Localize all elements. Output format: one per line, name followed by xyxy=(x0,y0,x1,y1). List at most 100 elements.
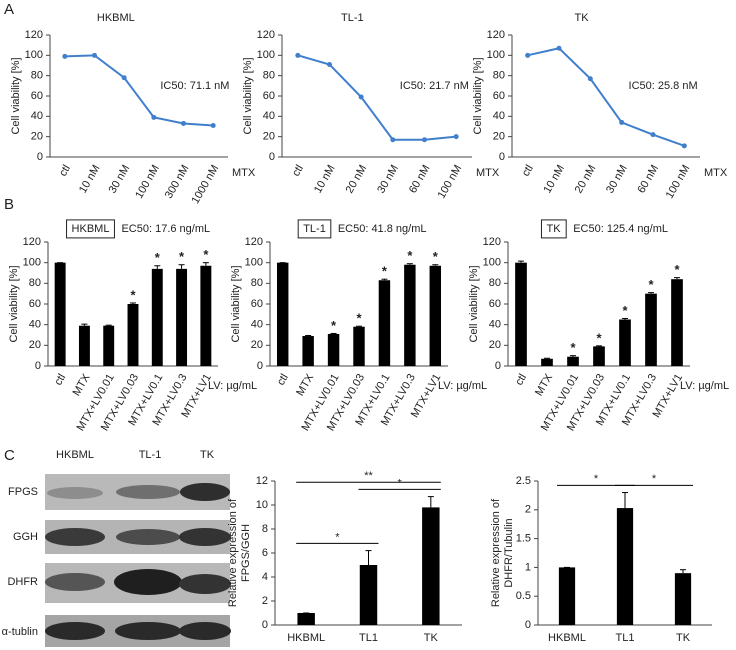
y-tick-label: 1.5 xyxy=(516,533,531,545)
y-tick-label: 80 xyxy=(493,70,505,82)
line xyxy=(297,54,457,141)
line xyxy=(64,54,214,127)
point xyxy=(587,76,593,82)
point xyxy=(390,137,396,143)
y-tick-label: 10 xyxy=(256,499,268,511)
y-tick-label: 0 xyxy=(257,360,263,372)
comparison-label: ** xyxy=(364,470,373,482)
significance-marker: * xyxy=(331,318,337,333)
row-label: FPGS xyxy=(8,486,38,498)
y-axis-label: Cell viability [%] xyxy=(10,57,22,134)
bar xyxy=(429,265,442,366)
significance-marker: * xyxy=(596,330,602,345)
bar xyxy=(404,264,416,366)
significance-marker: * xyxy=(155,250,161,265)
y-tick-label: 60 xyxy=(263,90,275,102)
line xyxy=(527,47,685,147)
x-axis-label: MTX xyxy=(476,167,500,179)
y-tick-label: 120 xyxy=(257,29,275,41)
bar xyxy=(151,268,163,366)
y-tick-label: 2 xyxy=(525,504,531,516)
y-tick-label: 60 xyxy=(251,298,263,310)
point xyxy=(62,53,68,59)
bar xyxy=(616,508,634,625)
y-tick-label: 20 xyxy=(251,339,263,351)
band xyxy=(47,487,103,499)
point xyxy=(151,114,157,120)
y-tick-label: 120 xyxy=(483,236,501,248)
western-blot: HKBML TL-1 TK FPGS GGH DHFR α-tublin xyxy=(2,449,231,647)
y-tick-label: 0 xyxy=(35,360,41,372)
bar xyxy=(674,573,692,625)
title-box xyxy=(66,219,115,239)
unit-note: LV: µg/mL xyxy=(680,380,729,392)
x-tick-label: TK xyxy=(424,632,439,644)
point xyxy=(327,61,332,67)
y-tick-label: 100 xyxy=(487,49,505,61)
y-tick-label: 0 xyxy=(269,151,275,163)
y-tick-label: 20 xyxy=(29,339,41,351)
bar xyxy=(619,319,631,366)
annotation: EC50: 17.6 ng/mL xyxy=(121,223,210,235)
x-tick-label: 20 nM xyxy=(344,163,370,195)
y-axis-label: Cell viability [%] xyxy=(8,265,20,342)
x-tick-label: TK xyxy=(676,632,691,644)
point xyxy=(358,94,364,100)
y-tick-label: 100 xyxy=(245,257,263,269)
x-tick-label: 10 nM xyxy=(312,163,338,195)
annotation: IC50: 71.1 nM xyxy=(160,80,229,92)
y-axis-label: DHFR/Tubulin xyxy=(503,518,515,587)
x-tick-label: TL1 xyxy=(359,632,378,644)
point xyxy=(650,132,656,138)
chart-title: TK xyxy=(575,12,590,24)
bar xyxy=(103,325,115,366)
point xyxy=(525,52,531,58)
y-tick-label: 80 xyxy=(263,70,275,82)
chart-title: TL-1 xyxy=(341,12,364,24)
y-tick-label: 100 xyxy=(257,49,275,61)
x-tick-label: 20 nM xyxy=(573,163,599,195)
significance-marker: * xyxy=(356,311,362,326)
panel-label: C xyxy=(4,447,15,464)
x-tick-label: 30 nM xyxy=(604,163,630,195)
band xyxy=(179,574,231,594)
significance-marker: * xyxy=(622,303,628,318)
y-axis-label: Cell viability [%] xyxy=(472,57,484,134)
bar xyxy=(78,325,90,366)
x-tick-label: 100 nM xyxy=(133,163,162,201)
x-tick-label: HKBML xyxy=(287,632,325,644)
annotation: IC50: 25.8 nM xyxy=(629,80,698,92)
y-tick-label: 80 xyxy=(31,70,43,82)
band xyxy=(45,573,105,591)
point xyxy=(681,143,687,149)
lane-label: TK xyxy=(200,449,215,461)
y-axis-label: Relative expression of xyxy=(227,498,239,607)
band xyxy=(115,622,181,640)
y-tick-label: 20 xyxy=(489,339,501,351)
band xyxy=(179,528,231,546)
y-tick-label: 60 xyxy=(31,90,43,102)
band xyxy=(116,485,180,499)
bar xyxy=(127,304,139,366)
bar xyxy=(558,567,576,625)
band xyxy=(45,528,105,546)
y-tick-label: 1 xyxy=(525,561,531,573)
band xyxy=(179,622,231,640)
x-tick-label: ctl xyxy=(52,372,68,388)
point xyxy=(92,52,97,58)
y-axis-label: Cell viability [%] xyxy=(468,265,480,342)
y-tick-label: 100 xyxy=(483,257,501,269)
point xyxy=(121,75,127,81)
chart-title: HKBML xyxy=(97,12,135,24)
title-box xyxy=(297,219,332,239)
bar xyxy=(54,262,66,366)
y-tick-label: 20 xyxy=(31,131,43,143)
y-tick-label: 0.5 xyxy=(516,590,531,602)
significance-marker: * xyxy=(570,340,576,355)
y-tick-label: 120 xyxy=(487,29,505,41)
bar xyxy=(515,262,527,366)
comparison-label: * xyxy=(594,473,599,485)
lane-label: TL-1 xyxy=(139,449,162,461)
bar xyxy=(200,265,212,366)
panel-label: A xyxy=(4,1,14,18)
